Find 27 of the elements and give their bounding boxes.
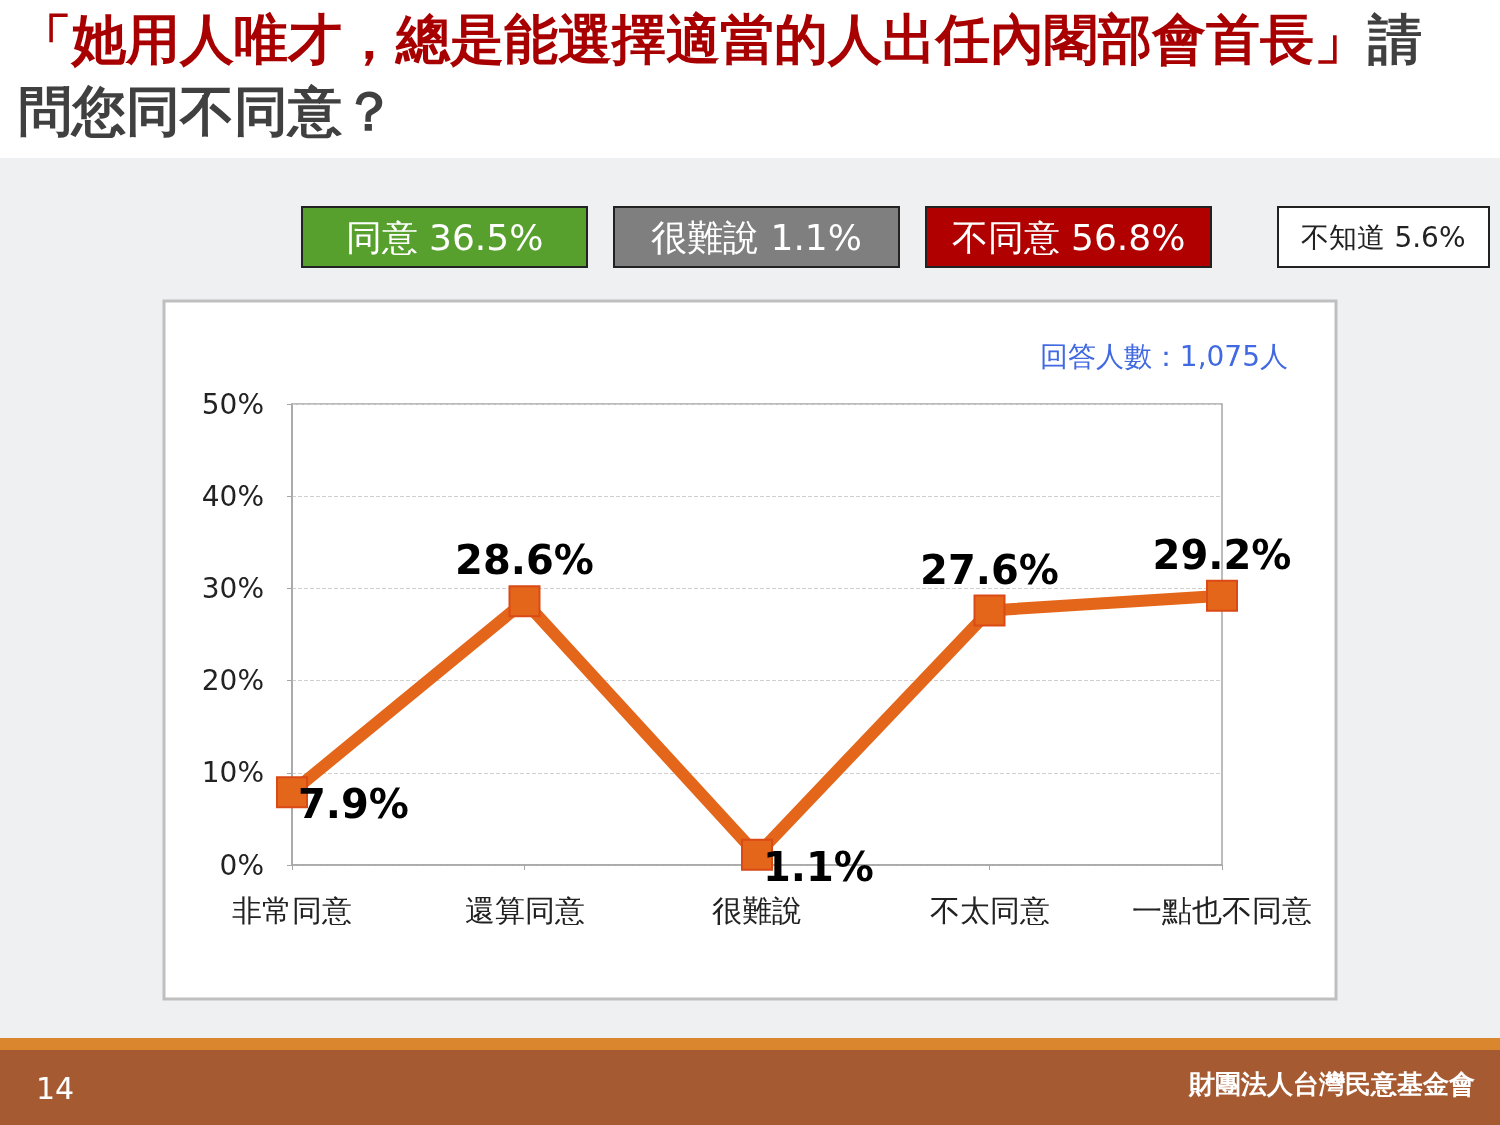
text: 29.2% (1152, 531, 1292, 578)
x-tick-label: 不太同意 (929, 892, 1050, 928)
y-tick-label: 20% (201, 664, 264, 698)
y-tick-label: 30% (201, 571, 264, 605)
text: 不知道 5.6% (1301, 220, 1466, 254)
text: 7.9% (298, 781, 409, 828)
y-tick-label: 40% (201, 479, 264, 513)
y-tick-label: 50% (201, 387, 264, 421)
y-tick-label: 0% (219, 848, 264, 882)
point (508, 585, 541, 618)
y-tick-label: 10% (201, 756, 264, 790)
chart-title: 「她用人唯才，總是能選擇適當的人出任內閣部會首長」請問您同不同意？ (18, 7, 1422, 143)
text: 28.6% (455, 537, 594, 584)
text: 很難說 1.1% (651, 216, 862, 258)
text: 14 (36, 1070, 75, 1106)
point (1206, 579, 1238, 612)
text: 同意 36.5% (345, 216, 544, 258)
text: 財團法人台灣民意基金會 (1188, 1069, 1475, 1099)
x-tick-label: 還算同意 (464, 892, 585, 928)
x-tick-label: 一點也不同意 (1132, 892, 1312, 928)
text: 1.1% (763, 843, 874, 890)
text: 回答人數：1,075人 (1039, 339, 1288, 373)
text: 不同意 56.8% (951, 216, 1186, 258)
point (973, 594, 1006, 627)
x-tick-label: 非常同意 (232, 892, 352, 928)
text: 27.6% (920, 546, 1059, 593)
x-tick-label: 很難說 (712, 892, 802, 928)
